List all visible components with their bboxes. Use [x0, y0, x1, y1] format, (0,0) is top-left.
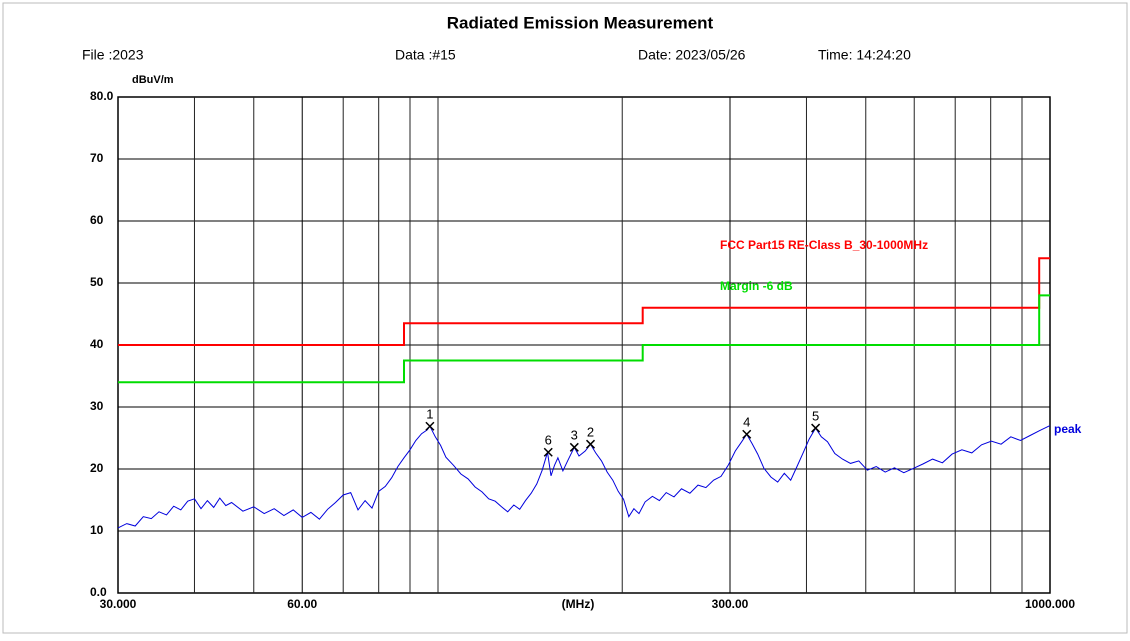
- x-tick-label: 300.00: [712, 597, 749, 611]
- series-line: [118, 257, 1050, 346]
- y-tick-label: 40: [90, 337, 104, 351]
- y-tick-label: 0.0: [90, 585, 107, 599]
- marker: [742, 429, 752, 439]
- marker: [811, 423, 821, 433]
- marker-label: 5: [812, 409, 819, 424]
- y-tick-label: 70: [90, 151, 104, 165]
- marker: [425, 421, 435, 431]
- marker-label: 3: [571, 428, 578, 443]
- marker-label: 6: [545, 433, 552, 448]
- marker-label: 4: [743, 415, 750, 430]
- header-time: Time: 14:24:20: [818, 47, 911, 63]
- y-tick-label: 30: [90, 399, 104, 413]
- y-tick-label: 20: [90, 461, 104, 475]
- marker-label: 1: [426, 407, 433, 422]
- header-date: Date: 2023/05/26: [638, 47, 746, 63]
- x-tick-label: 60.00: [287, 597, 317, 611]
- series-name: Margin -6 dB: [720, 279, 793, 293]
- series-name: FCC Part15 RE-Class B_30-1000MHz: [720, 238, 928, 252]
- header-data: Data :#15: [395, 47, 456, 63]
- series-line: [117, 425, 1051, 529]
- marker: [585, 439, 596, 449]
- y-tick-label: 10: [90, 523, 104, 537]
- marker: [543, 447, 553, 457]
- marker: [569, 442, 579, 452]
- series-name: peak: [1054, 422, 1082, 436]
- y-tick-label: 60: [90, 213, 104, 227]
- chart-title: Radiated Emission Measurement: [447, 13, 714, 32]
- marker-label: 2: [587, 425, 594, 440]
- series-line: [118, 294, 1050, 384]
- y-axis-label: dBuV/m: [132, 74, 174, 86]
- x-tick-label: 1000.000: [1025, 597, 1075, 611]
- x-axis-label: (MHz): [562, 597, 595, 611]
- x-tick-label: 30.000: [100, 597, 137, 611]
- y-tick-label: 50: [90, 275, 104, 289]
- header-file: File :2023: [82, 47, 144, 63]
- y-tick-label: 80.0: [90, 89, 114, 103]
